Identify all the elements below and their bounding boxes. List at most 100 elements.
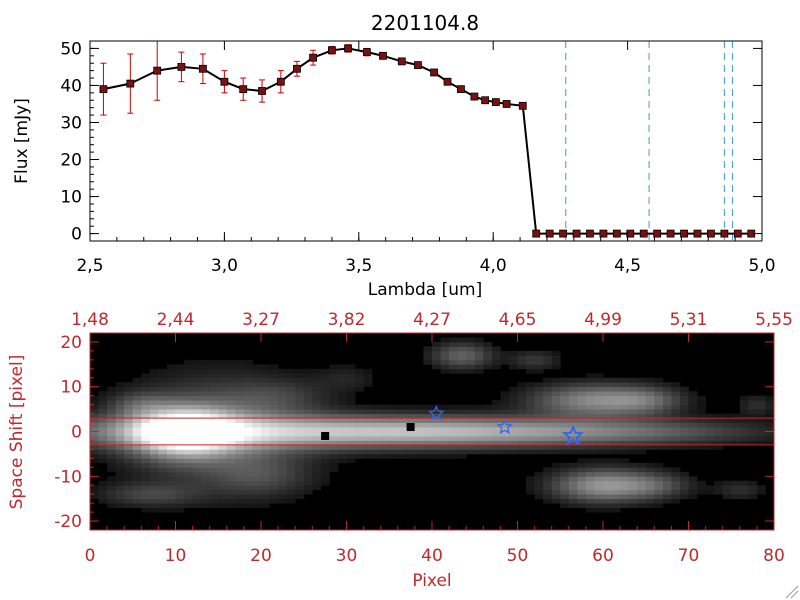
heatmap-cell	[149, 453, 159, 459]
heatmap-cell	[158, 458, 168, 464]
heatmap-cell	[594, 476, 604, 482]
heatmap-cell	[218, 476, 228, 482]
heatmap-cell	[346, 440, 356, 446]
heatmap-cell	[218, 480, 228, 486]
heatmap-cell	[389, 453, 399, 459]
heatmap-cell	[585, 440, 595, 446]
heatmap-cell	[192, 485, 202, 491]
heatmap-cell	[115, 489, 125, 495]
data-point	[309, 53, 318, 62]
heatmap-cell	[115, 395, 125, 401]
heatmap-cell	[500, 395, 510, 401]
heatmap-cell	[132, 377, 142, 383]
heatmap-cell	[363, 449, 373, 455]
heatmap-cell	[107, 404, 117, 410]
heatmap-cell	[688, 404, 698, 410]
heatmap-cell	[585, 395, 595, 401]
heatmap-cell	[654, 503, 664, 509]
heatmap-cell	[149, 476, 159, 482]
heatmap-cell	[184, 427, 193, 432]
heatmap-cell	[175, 471, 185, 477]
heatmap-cell	[722, 485, 732, 491]
heatmap-cell	[432, 440, 441, 446]
heatmap-cell	[414, 404, 424, 410]
heatmap-cell	[423, 444, 433, 450]
heatmap-cell	[414, 453, 424, 459]
heatmap-cell	[235, 458, 245, 464]
heatmap-cell	[628, 427, 638, 432]
heatmap-cell	[739, 485, 749, 491]
heatmap-cell	[320, 462, 330, 468]
heatmap-cell	[355, 453, 364, 459]
heatmap-cell	[543, 480, 553, 486]
heatmap-cell	[115, 453, 125, 459]
data-point	[707, 229, 715, 238]
heatmap-cell	[286, 480, 296, 486]
heatmap-cell	[714, 440, 724, 446]
heatmap-cell	[543, 489, 553, 495]
heatmap-cell	[560, 386, 570, 392]
heatmap-cell	[474, 337, 484, 343]
heatmap-cell	[449, 346, 459, 352]
heatmap-cell	[628, 382, 638, 388]
heatmap-cell	[329, 373, 339, 379]
heatmap-cell	[201, 409, 211, 414]
heatmap-cell	[585, 377, 595, 383]
heatmap-cell	[115, 400, 125, 406]
heatmap-cell	[748, 435, 758, 441]
heatmap-cell	[585, 386, 595, 392]
heatmap-cell	[261, 449, 270, 455]
heatmap-cell	[141, 382, 151, 388]
heatmap-cell	[671, 395, 681, 401]
heatmap-cell	[312, 480, 322, 486]
heatmap-cell	[457, 449, 467, 455]
heatmap-cell	[235, 422, 245, 428]
heatmap-cell	[508, 427, 518, 432]
heatmap-cell	[107, 498, 117, 504]
heatmap-cell	[124, 498, 134, 504]
heatmap-cell	[585, 373, 595, 379]
heatmap-cell	[620, 494, 630, 500]
heatmap-cell	[132, 467, 142, 473]
heatmap-cell	[337, 382, 347, 388]
heatmap-cell	[697, 431, 706, 437]
heatmap-cell	[98, 489, 108, 495]
heatmap-cell	[166, 494, 176, 500]
heatmap-cell	[312, 368, 322, 374]
heatmap-cell	[500, 440, 510, 446]
heatmap-cell	[329, 449, 339, 455]
heatmap-cell	[192, 462, 202, 468]
heatmap-cell	[466, 431, 476, 437]
heatmap-cell	[166, 368, 176, 374]
heatmap-cell	[184, 498, 193, 504]
heatmap-cell	[90, 413, 99, 419]
heatmap-cell	[714, 422, 724, 428]
heatmap-cell	[594, 413, 604, 419]
heatmap-cell	[184, 409, 193, 414]
heatmap-cell	[526, 435, 535, 441]
heatmap-cell	[603, 458, 612, 464]
heatmap-cell	[329, 377, 339, 383]
heatmap-cell	[278, 485, 288, 491]
heatmap-cell	[611, 444, 621, 450]
heatmap-cell	[457, 453, 467, 459]
heatmap-cell	[320, 395, 330, 401]
heatmap-cell	[620, 471, 630, 477]
heatmap-cell	[585, 409, 595, 414]
heatmap-cell	[166, 373, 176, 379]
heatmap-cell	[526, 418, 535, 423]
heatmap-cell	[423, 418, 433, 423]
heatmap-cell	[474, 449, 484, 455]
heatmap-cell	[688, 494, 698, 500]
heatmap-cell	[389, 422, 399, 428]
heatmap-cell	[192, 458, 202, 464]
heatmap-cell	[107, 422, 117, 428]
heatmap-cell	[637, 498, 647, 504]
heatmap-cell	[568, 391, 578, 397]
heatmap-cell	[149, 400, 159, 406]
heatmap-cell	[577, 476, 587, 482]
heatmap-cell	[363, 382, 373, 388]
heatmap-cell	[628, 471, 638, 477]
heatmap-cell	[226, 364, 236, 370]
resize-grip-icon[interactable]	[785, 585, 799, 599]
